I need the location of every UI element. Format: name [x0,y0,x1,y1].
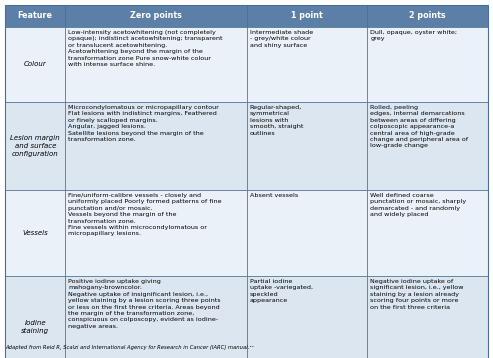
Text: Absent vessels: Absent vessels [249,193,298,198]
Text: Colour: Colour [24,62,46,68]
Bar [5,27,66,102]
Bar [66,190,246,276]
Bar [66,102,246,190]
Text: Feature: Feature [18,11,53,20]
Bar [367,276,488,358]
Text: 2 points: 2 points [409,11,446,20]
Text: Lesion margin
and surface
configuration: Lesion margin and surface configuration [10,135,60,157]
Bar [367,102,488,190]
Bar [5,102,66,190]
Text: Intermediate shade
- grey/white colour
and shiny surface: Intermediate shade - grey/white colour a… [249,30,313,48]
Text: Dull, opaque, oyster white;
grey: Dull, opaque, oyster white; grey [370,30,457,42]
Text: Zero points: Zero points [130,11,182,20]
Bar [246,27,367,102]
Bar [5,190,66,276]
Bar [5,5,66,27]
Text: Regular-shaped,
symmetrical
lesions with
smooth, straight
outlines: Regular-shaped, symmetrical lesions with… [249,105,303,136]
Bar [66,276,246,358]
Text: Microcondylomatous or micropapillary contour
Flat lesions with indistinct margin: Microcondylomatous or micropapillary con… [69,105,219,142]
Text: Vessels: Vessels [22,230,48,236]
Text: 1 point: 1 point [291,11,323,20]
Text: Well defined coarse
punctation or mosaic, sharply
demarcated - and randomly
and : Well defined coarse punctation or mosaic… [370,193,466,217]
Text: Rolled, peeling
edges, internal demarcations
between areas of differing
colposco: Rolled, peeling edges, internal demarcat… [370,105,468,149]
Text: Positive iodine uptake giving
mahogany-browncolor.
Negative uptake of insignific: Positive iodine uptake giving mahogany-b… [69,279,221,329]
Bar [5,276,66,358]
Text: Partial iodine
uptake -variegated,
speckled
appearance: Partial iodine uptake -variegated, speck… [249,279,313,303]
Bar [246,190,367,276]
Bar [246,5,367,27]
Text: Negative iodine uptake of
significant lesion, i.e., yellow
staining by a lesion : Negative iodine uptake of significant le… [370,279,464,310]
Bar [246,102,367,190]
Bar [367,5,488,27]
Text: Low-intensity acetowhitening (not completely
opaque); indistinct acetowhitening;: Low-intensity acetowhitening (not comple… [69,30,223,67]
Bar [367,27,488,102]
Text: Iodine
staining: Iodine staining [21,320,49,334]
Bar [66,27,246,102]
Text: Fine/uniform-calibre vessels - closely and
uniformly placed Poorly formed patter: Fine/uniform-calibre vessels - closely a… [69,193,222,236]
Text: Adapted from Reid R, Scalzi and International Agency for Research in Cancer (IAR: Adapted from Reid R, Scalzi and Internat… [5,345,253,350]
Bar [66,5,246,27]
Bar [367,190,488,276]
Bar [246,276,367,358]
